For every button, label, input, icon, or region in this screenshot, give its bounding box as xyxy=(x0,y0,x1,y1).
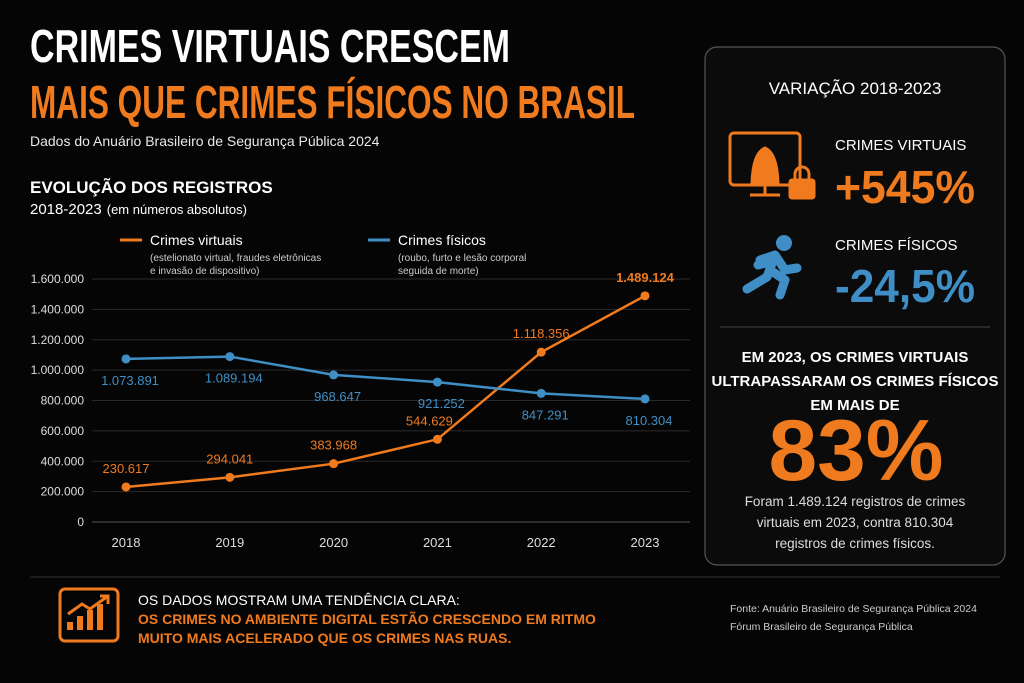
hacker xyxy=(750,146,780,185)
legend-note: (estelionato virtual, fraudes eletrônica… xyxy=(150,253,321,264)
data-label: 294.041 xyxy=(206,451,253,466)
data-point xyxy=(640,394,650,404)
chart-subtitle-note: (em números absolutos) xyxy=(107,202,247,217)
y-tick-label: 200.000 xyxy=(41,485,85,499)
y-tick-label: 1.600.000 xyxy=(31,272,85,286)
data-point xyxy=(536,347,546,357)
monitor-stand xyxy=(750,185,780,197)
y-tick-label: 1.000.000 xyxy=(31,363,85,377)
highlight: 83% xyxy=(769,403,944,499)
chart-title: EVOLUÇÃO DOS REGISTROS xyxy=(30,177,273,197)
data-label: 1.089.194 xyxy=(205,371,263,386)
legend-label: Crimes virtuais xyxy=(150,232,243,248)
series-line xyxy=(125,294,646,489)
data-label: 383.968 xyxy=(310,438,357,453)
runner-head xyxy=(776,235,792,251)
legend-note: seguida de morte) xyxy=(398,266,479,277)
data-point xyxy=(640,291,650,301)
stat-value: -24,5% xyxy=(835,260,975,312)
footer-emphasis: MUITO MAIS ACELERADO QUE OS CRIMES NAS R… xyxy=(138,630,511,646)
y-tick-label: 1.200.000 xyxy=(31,333,85,347)
stat-label: CRIMES FÍSICOS xyxy=(835,237,958,254)
summary-panel xyxy=(704,46,1006,566)
icon-bars xyxy=(67,604,103,630)
cyber-icon xyxy=(728,131,816,200)
statement: EM 2023, OS CRIMES VIRTUAIS xyxy=(742,349,969,366)
runner-icon xyxy=(742,235,802,300)
data-label: 1.118.356 xyxy=(513,326,570,341)
data-point xyxy=(432,434,442,444)
runner-body xyxy=(742,250,802,300)
legend-label: Crimes físicos xyxy=(398,232,486,248)
data-label: 810.304 xyxy=(626,413,673,428)
x-tick-label: 2021 xyxy=(423,535,452,550)
stat-value: +545% xyxy=(835,161,975,213)
x-tick-label: 2023 xyxy=(631,535,660,550)
statement: ULTRAPASSARAM OS CRIMES FÍSICOS xyxy=(712,373,999,390)
legend-note: e invasão de dispositivo) xyxy=(150,266,260,277)
title: CRIMES VIRTUAIS CRESCEM xyxy=(30,20,510,72)
detail: Foram 1.489.124 registros de crimes xyxy=(745,494,966,509)
data-point xyxy=(121,354,131,364)
x-tick-label: 2018 xyxy=(112,535,141,550)
data-point xyxy=(432,377,442,387)
x-tick-label: 2022 xyxy=(527,535,556,550)
data-label: 847.291 xyxy=(522,407,569,422)
icon-frame xyxy=(58,587,120,643)
data-label: 544.629 xyxy=(406,413,453,428)
data-point xyxy=(329,459,339,469)
data-label: 1.489.124 xyxy=(616,270,675,285)
data-point xyxy=(225,352,235,362)
stat-label: CRIMES VIRTUAIS xyxy=(835,137,966,154)
y-tick-label: 0 xyxy=(77,515,84,529)
lock xyxy=(788,178,816,200)
icon-arrow xyxy=(67,594,110,616)
title: MAIS QUE CRIMES FÍSICOS NO BRASIL xyxy=(30,76,635,128)
data-label: 968.647 xyxy=(314,389,361,404)
series-line xyxy=(125,355,646,401)
data-point xyxy=(225,472,235,482)
y-tick-label: 600.000 xyxy=(41,424,85,438)
legend-note: (roubo, furto e lesão corporal xyxy=(398,253,526,264)
data-label: 230.617 xyxy=(103,461,150,476)
y-tick-label: 1.400.000 xyxy=(31,302,85,316)
footer-emphasis: OS CRIMES NO AMBIENTE DIGITAL ESTÃO CRES… xyxy=(138,610,596,627)
data-point xyxy=(121,482,131,492)
y-tick-label: 800.000 xyxy=(41,394,85,408)
statement: EM MAIS DE xyxy=(810,397,899,414)
footer-lead: OS DADOS MOSTRAM UMA TENDÊNCIA CLARA: xyxy=(138,592,460,608)
data-point xyxy=(536,388,546,398)
data-point xyxy=(329,370,339,380)
chart-subtitle: 2018-2023 (em números absolutos) xyxy=(30,201,247,218)
y-tick-label: 400.000 xyxy=(41,454,85,468)
trend-icon xyxy=(58,587,120,643)
panel-title: VARIAÇÃO 2018-2023 xyxy=(769,79,942,98)
source: Fórum Brasileiro de Segurança Pública xyxy=(730,621,913,633)
lock-shackle xyxy=(793,165,811,180)
detail: virtuais em 2023, contra 810.304 xyxy=(757,515,954,530)
subtitle: Dados do Anuário Brasileiro de Segurança… xyxy=(30,133,380,149)
data-label: 1.073.891 xyxy=(101,373,159,388)
source: Fonte: Anuário Brasileiro de Segurança P… xyxy=(730,603,977,615)
data-label: 921.252 xyxy=(418,396,465,411)
x-tick-label: 2020 xyxy=(319,535,348,550)
x-tick-label: 2019 xyxy=(215,535,244,550)
detail: registros de crimes físicos. xyxy=(775,536,935,551)
chart-subtitle-years: 2018-2023 xyxy=(30,201,102,218)
